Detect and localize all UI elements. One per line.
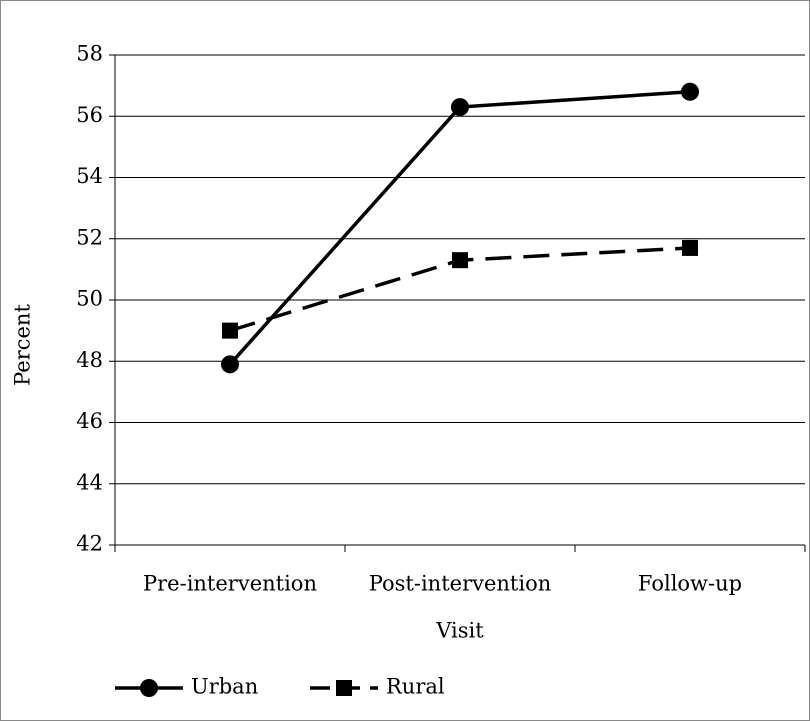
- y-tick-label: 44: [76, 470, 103, 494]
- y-tick-label: 48: [76, 348, 103, 372]
- y-tick-label: 50: [76, 287, 103, 311]
- x-tick-label: Pre-intervention: [143, 572, 317, 596]
- data-point: [682, 239, 698, 256]
- legend-label: Rural: [386, 675, 445, 699]
- y-tick-label: 46: [76, 409, 103, 433]
- y-tick-label: 56: [76, 103, 103, 127]
- y-axis-label: Percent: [11, 304, 35, 386]
- x-axis-label: Visit: [435, 619, 484, 643]
- x-tick-label: Post-intervention: [369, 572, 552, 596]
- data-point: [452, 252, 468, 269]
- data-point: [681, 82, 699, 101]
- y-tick-label: 42: [76, 532, 103, 556]
- y-tick-label: 58: [76, 42, 103, 66]
- legend-label: Urban: [191, 675, 258, 699]
- legend-marker: [140, 679, 158, 697]
- legend-marker: [336, 680, 352, 696]
- data-point: [221, 355, 239, 374]
- x-tick-label: Follow-up: [638, 572, 742, 596]
- data-point: [222, 322, 238, 339]
- y-tick-label: 52: [76, 225, 103, 249]
- data-point: [451, 98, 469, 117]
- y-tick-label: 54: [76, 164, 103, 188]
